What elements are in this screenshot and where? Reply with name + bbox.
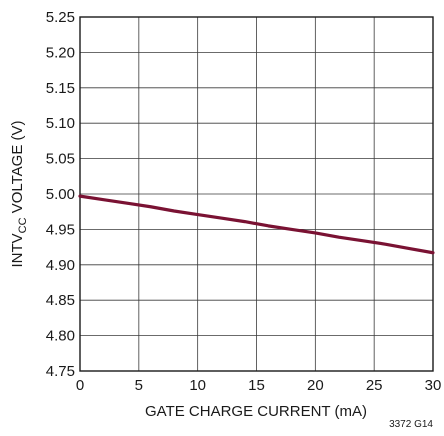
y-tick-label: 5.20 [46,44,75,61]
y-tick-label: 4.85 [46,292,75,309]
y-tick-label: 5.15 [46,80,75,97]
series-layer [78,194,435,255]
x-tick-label: 5 [135,377,143,394]
figure-id: 3372 G14 [389,419,433,430]
x-tick-label: 10 [189,377,206,394]
x-axis-title: GATE CHARGE CURRENT (mA) [145,403,367,420]
y-tick-labels: 4.75 4.80 4.85 4.90 4.95 5.00 5.05 5.10 5.15 5.20… [46,9,75,380]
y-tick-label: 5.10 [46,115,75,132]
y-axis-title-prefix: INTV [9,233,26,267]
y-tick-label: 5.05 [46,151,75,168]
y-axis-title: INTVCC VOLTAGE (V) [9,120,29,267]
y-axis-title-suffix: VOLTAGE (V) [9,120,26,217]
y-tick-label: 4.80 [46,328,75,345]
grid-lines [80,17,433,371]
y-tick-label: 4.90 [46,257,75,274]
x-tick-label: 30 [425,377,442,394]
x-tick-label: 0 [76,377,84,394]
x-tick-label: 20 [307,377,324,394]
series-line [78,194,435,255]
y-tick-label: 5.00 [46,186,75,203]
y-tick-label: 4.95 [46,221,75,238]
x-tick-labels: 0 5 10 15 20 25 30 [76,377,442,394]
x-tick-label: 25 [366,377,383,394]
y-tick-label: 5.25 [46,9,75,26]
y-axis-title-subscript: CC [17,217,29,233]
x-tick-label: 15 [248,377,265,394]
y-tick-label: 4.75 [46,363,75,380]
plot-frame [79,16,434,372]
